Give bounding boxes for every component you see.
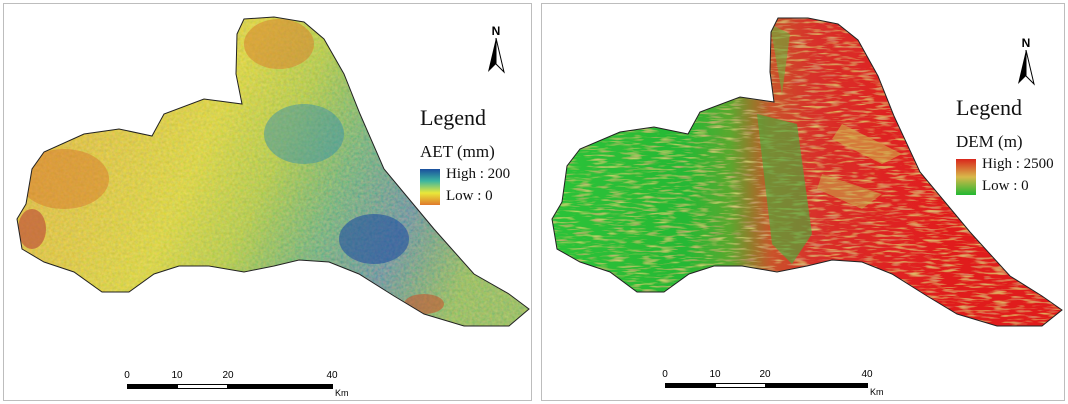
aet-legend: Legend AET (mm) High : 200 Low : 0 xyxy=(420,105,510,208)
scale-tick: 10 xyxy=(709,369,721,380)
dem-basin-boundary xyxy=(551,17,1063,327)
legend-title: Legend xyxy=(956,95,1022,120)
scale-bar: 0 10 20 40 Km xyxy=(662,369,884,399)
legend-high-label: High : 2500 xyxy=(982,156,1054,172)
aet-color-ramp xyxy=(420,169,440,205)
dem-map-panel: N Legend DEM (m) High : 2500 Low : 0 0 1… xyxy=(541,3,1065,401)
north-arrow: N xyxy=(484,24,508,74)
dem-legend: Legend DEM (m) High : 2500 Low : 0 xyxy=(956,95,1054,198)
legend-low-label: Low : 0 xyxy=(446,188,493,204)
scale-tick: 20 xyxy=(222,370,234,381)
scale-tick: 0 xyxy=(662,369,668,380)
scale-tick: 0 xyxy=(124,370,130,381)
scale-unit: Km xyxy=(870,387,884,397)
scale-tick: 40 xyxy=(861,369,873,380)
dem-color-ramp xyxy=(956,159,976,195)
legend-layer-name: DEM (m) xyxy=(956,132,1023,151)
legend-low-label: Low : 0 xyxy=(982,178,1029,194)
north-label: N xyxy=(1021,36,1031,50)
north-arrow-icon xyxy=(1018,50,1035,86)
aet-basin-boundary xyxy=(16,16,530,327)
north-arrow: N xyxy=(1014,36,1038,86)
legend-title: Legend xyxy=(420,105,486,130)
aet-map-panel: N Legend AET (mm) High : 200 Low : 0 0 1… xyxy=(3,3,532,401)
legend-high-label: High : 200 xyxy=(446,166,511,182)
scale-tick: 40 xyxy=(326,370,338,381)
north-label: N xyxy=(491,24,501,38)
dem-map xyxy=(551,17,1063,327)
scale-bar: 0 10 20 40 Km xyxy=(124,370,348,400)
scale-tick: 20 xyxy=(759,369,771,380)
scale-unit: Km xyxy=(335,388,349,398)
north-arrow-icon xyxy=(488,38,505,74)
scale-tick: 10 xyxy=(171,370,183,381)
legend-layer-name: AET (mm) xyxy=(420,142,495,161)
aet-map xyxy=(16,16,530,327)
